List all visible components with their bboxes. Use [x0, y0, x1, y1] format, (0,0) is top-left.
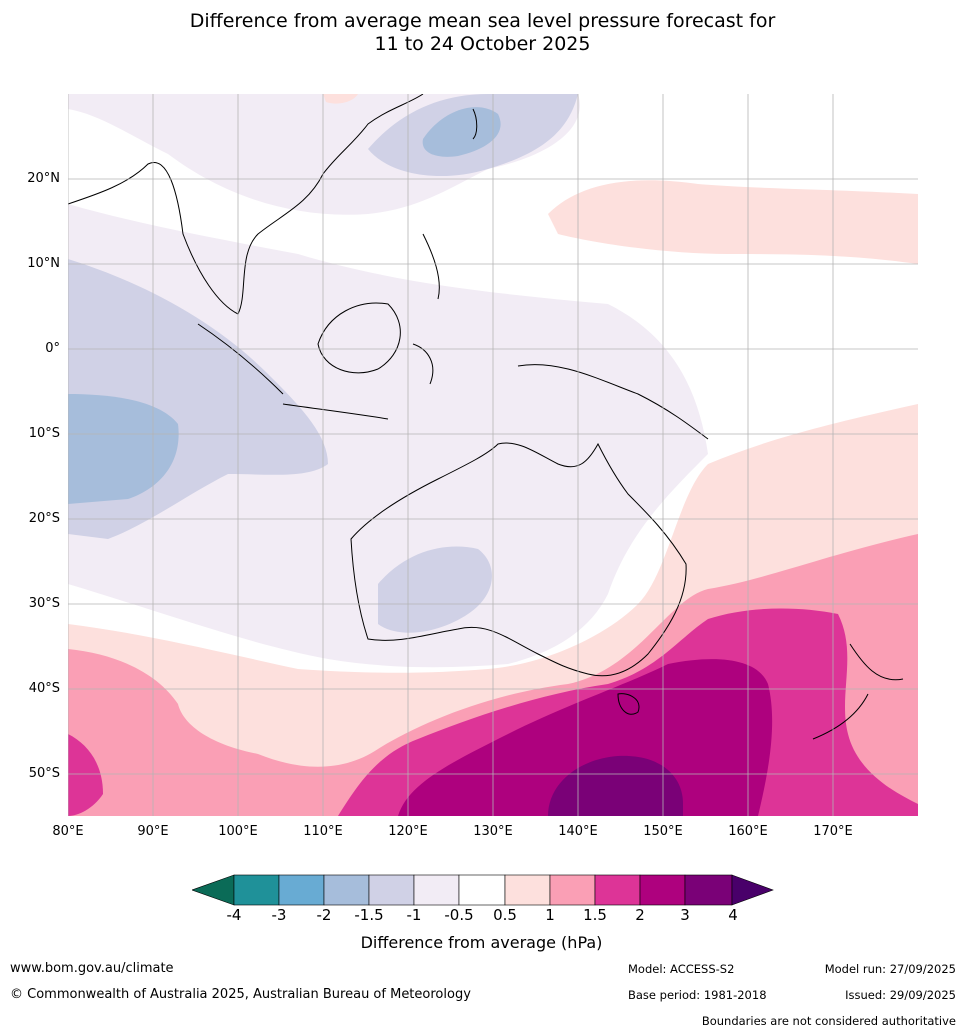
- title-line-1: Difference from average mean sea level p…: [189, 10, 776, 32]
- lon-label-100E: 100°E: [218, 824, 258, 839]
- lon-label-150E: 150°E: [643, 824, 683, 839]
- colorbar-label-minus-3: -3: [271, 906, 287, 924]
- colorbar-swatch-3: [323, 874, 370, 906]
- contour-plus-2-southern: [398, 659, 773, 816]
- colorbar-swatch-2: [278, 874, 325, 906]
- coastline-sumatra: [197, 323, 284, 395]
- footer-disclaimer: Boundaries are not considered authoritat…: [701, 1014, 956, 1028]
- map-panel: [68, 94, 918, 816]
- lat-label-20S: 20°S: [28, 511, 60, 526]
- lon-label-90E: 90°E: [137, 824, 169, 839]
- colorbar-swatch-10: [639, 874, 686, 906]
- coastline-tasmania: [617, 693, 640, 715]
- colorbar-label-plus-4: 4: [728, 906, 738, 924]
- contour-minus-0.5-indian-ocean: [68, 204, 708, 668]
- coastline-taiwan: [472, 108, 478, 140]
- colorbar-label-minus-2: -2: [316, 906, 332, 924]
- colorbar-label-minus-4: -4: [226, 906, 242, 924]
- colorbar-swatch-above-max: [731, 874, 774, 906]
- colorbar-swatch-6: [458, 874, 506, 906]
- contour-minus-1.5-indian-ocean: [68, 394, 179, 504]
- footer-copyright: © Commonwealth of Australia 2025, Austra…: [10, 987, 471, 1002]
- coastline-borneo: [317, 302, 401, 374]
- graticule: [68, 94, 918, 816]
- colorbar-label-plus-0.5: 0.5: [493, 906, 517, 924]
- coastline-new-zealand-north: [849, 643, 904, 681]
- colorbar-label-plus-2: 2: [635, 906, 645, 924]
- lon-label-80E: 80°E: [52, 824, 84, 839]
- coastline-new-zealand-south: [812, 693, 869, 740]
- lat-label-0: 0°: [45, 341, 60, 356]
- lon-label-140E: 140°E: [558, 824, 598, 839]
- lat-label-20N: 20°N: [27, 171, 60, 186]
- coastline-australia: [350, 442, 687, 677]
- coastline-philippines: [422, 233, 440, 300]
- lon-label-120E: 120°E: [388, 824, 428, 839]
- footer-base-period: Base period: 1981-2018: [628, 988, 767, 1002]
- colorbar-swatch-below-min: [192, 874, 235, 906]
- lat-label-40S: 40°S: [28, 681, 60, 696]
- coastline-sulawesi: [412, 343, 434, 385]
- lon-label-170E: 170°E: [813, 824, 853, 839]
- colorbar-title: Difference from average (hPa): [360, 933, 603, 952]
- map-title: Difference from average mean sea level p…: [0, 10, 965, 56]
- lon-label-160E: 160°E: [728, 824, 768, 839]
- colorbar-swatch-11: [684, 874, 733, 906]
- colorbar: [192, 874, 774, 906]
- lat-label-50S: 50°S: [28, 766, 60, 781]
- coastline-new-guinea: [517, 364, 709, 440]
- colorbar-swatch-5: [413, 874, 460, 906]
- colorbar-label-plus-1.5: 1.5: [583, 906, 607, 924]
- lat-label-10N: 10°N: [27, 256, 60, 271]
- colorbar-label-minus-1: -1: [406, 906, 422, 924]
- colorbar-label-plus-1: 1: [545, 906, 555, 924]
- colorbar-swatch-1: [233, 874, 280, 906]
- contour-minus-1.5-north: [422, 107, 501, 157]
- lon-label-110E: 110°E: [303, 824, 343, 839]
- lat-label-30S: 30°S: [28, 596, 60, 611]
- footer-model-run: Model run: 27/09/2025: [824, 962, 956, 976]
- colorbar-label-plus-3: 3: [680, 906, 690, 924]
- footer-website: www.bom.gov.au/climate: [10, 961, 174, 976]
- contour-plus-0.5-north-small: [323, 94, 358, 104]
- contour-plus-3-southern: [548, 755, 683, 816]
- colorbar-label-minus-1.5: -1.5: [354, 906, 384, 924]
- colorbar-swatch-8: [549, 874, 596, 906]
- lat-label-10S: 10°S: [28, 426, 60, 441]
- contour-plus-1.5-west: [68, 734, 103, 816]
- footer-issued: Issued: 29/09/2025: [845, 988, 956, 1002]
- colorbar-swatch-7: [504, 874, 551, 906]
- pressure-anomaly-map: [68, 94, 918, 816]
- colorbar-label-minus-0.5: -0.5: [444, 906, 474, 924]
- coastline-java: [282, 403, 389, 420]
- lon-label-130E: 130°E: [473, 824, 513, 839]
- coastline-asia-mainland: [68, 94, 424, 315]
- colorbar-swatch-4: [368, 874, 415, 906]
- title-line-2: 11 to 24 October 2025: [374, 33, 591, 55]
- contour-minus-1-australia: [378, 546, 492, 633]
- footer-model: Model: ACCESS-S2: [628, 962, 735, 976]
- contour-plus-0.5-north-pacific: [548, 180, 918, 264]
- colorbar-swatch-9: [594, 874, 641, 906]
- coastlines: [68, 94, 904, 740]
